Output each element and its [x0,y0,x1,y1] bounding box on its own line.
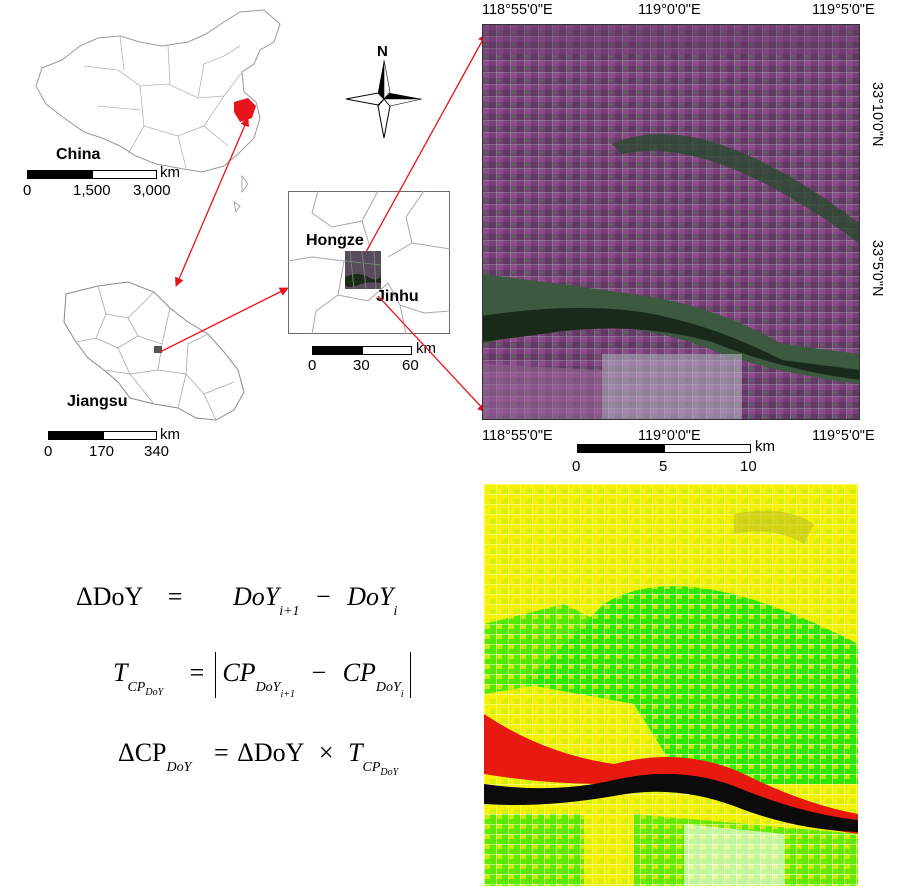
jiangsu-scale-tick-0: 0 [44,443,53,460]
sat-bottom-coord-0: 118°55'0"E [482,428,553,444]
sat-top-coord-0: 118°55'0"E [482,2,553,18]
inset-scale-tick-0: 0 [308,357,317,374]
abs-bar-right [410,652,412,698]
abs-bar-left [214,652,216,698]
inset-study-area [344,250,382,290]
equation-1: ΔDoY = DoYi+1 − DoYi [76,582,398,619]
jiangsu-scale-tick-1: 170 [89,443,115,460]
north-arrow-icon [346,60,422,138]
sat-right-coord-1: 33°5'0"N [869,240,885,297]
china-scale-unit: km [160,164,180,181]
china-scale-tick-1: 1,500 [73,182,111,199]
sat-scale-unit: km [755,438,775,455]
satellite-scalebar [577,444,751,453]
sat-scale-tick-2: 10 [740,458,757,475]
equation-3: ΔCPDoY = ΔDoY × TCPDoY [118,738,399,778]
jiangsu-scalebar [48,431,157,440]
china-scale-tick-2: 3,000 [133,182,171,199]
inset-scalebar [312,346,412,355]
study-area-marker [154,346,162,353]
sat-scale-tick-0: 0 [572,458,581,475]
jiangsu-scale-unit: km [160,426,180,443]
inset-scale-tick-1: 30 [353,357,370,374]
jinhu-label: Jinhu [376,288,419,305]
china-scalebar [27,170,157,179]
classification-image [484,484,858,886]
jiangsu-highlight [234,98,256,122]
sat-top-coord-1: 119°0'0"E [638,2,701,18]
sat-top-coord-2: 119°5'0"E [812,2,875,18]
sat-scale-tick-1: 5 [659,458,668,475]
inset-scale-tick-2: 60 [402,357,419,374]
satellite-image [482,24,860,420]
jiangsu-label: Jiangsu [67,393,128,410]
china-scale-tick-0: 0 [23,182,32,199]
jiangsu-scale-tick-2: 340 [144,443,170,460]
sat-bottom-coord-1: 119°0'0"E [638,428,701,444]
sat-bottom-coord-2: 119°5'0"E [812,428,875,444]
equation-2: TCPDoY = CPDoYi+1 − CPDoYi [113,652,412,700]
sat-right-coord-0: 33°10'0"N [869,82,885,147]
county-inset-map [288,191,450,334]
hongze-label: Hongze [306,232,364,249]
jiangsu-map [63,281,245,421]
china-label: China [56,146,101,163]
north-label: N [377,43,388,60]
